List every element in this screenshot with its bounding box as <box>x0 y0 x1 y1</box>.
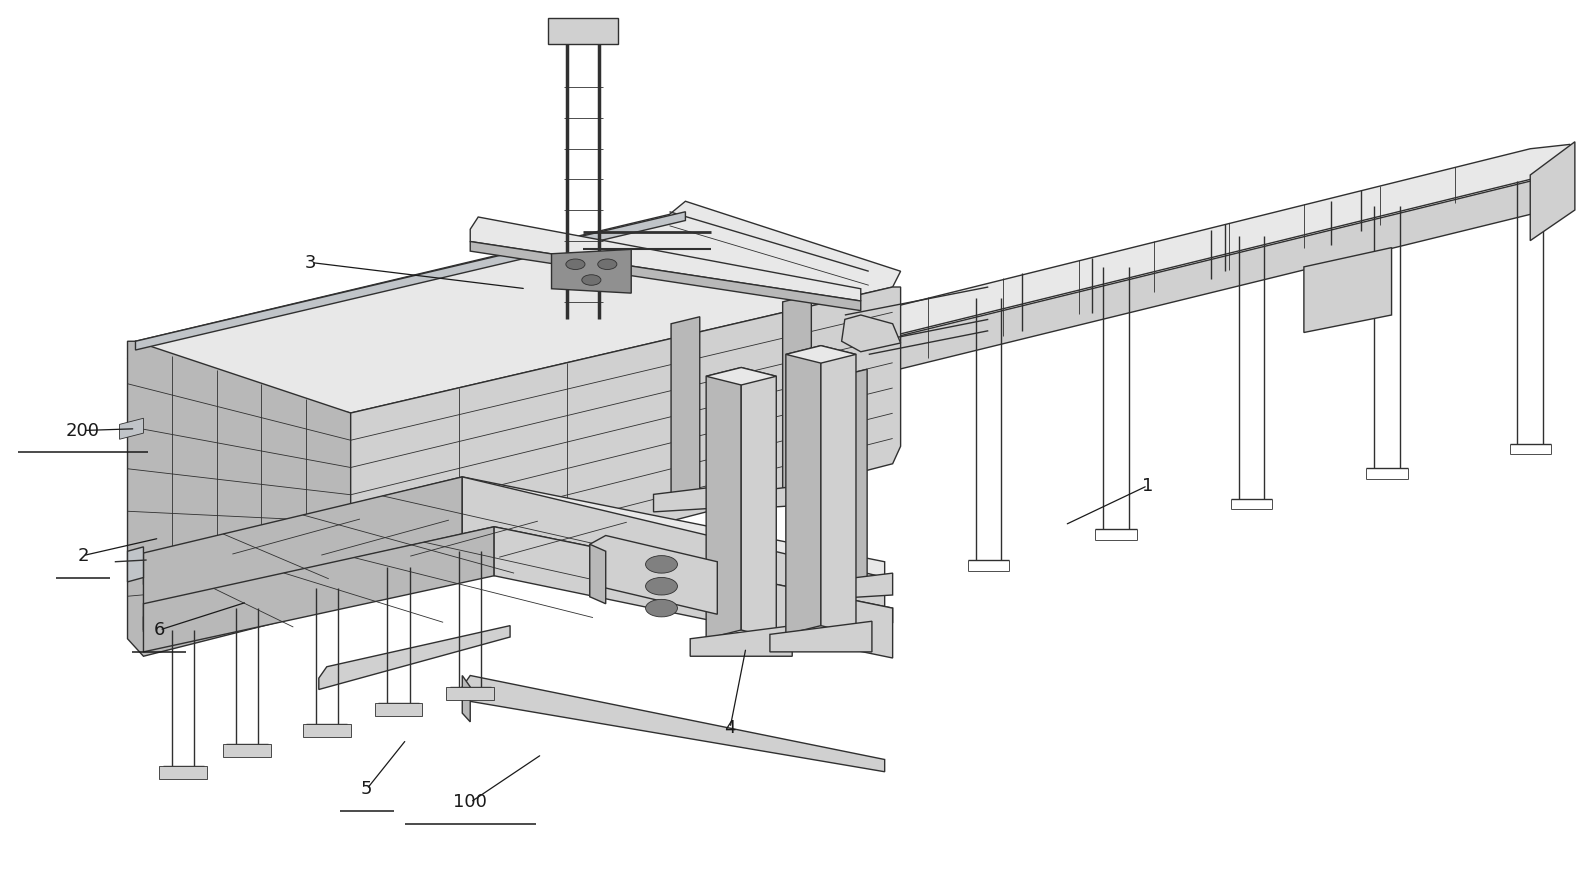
Polygon shape <box>838 369 867 582</box>
Polygon shape <box>770 621 872 652</box>
Polygon shape <box>470 242 861 311</box>
Polygon shape <box>842 315 901 352</box>
Polygon shape <box>223 744 271 757</box>
Polygon shape <box>462 676 470 722</box>
Polygon shape <box>671 317 700 494</box>
Polygon shape <box>548 18 618 44</box>
Polygon shape <box>821 573 893 599</box>
Polygon shape <box>351 287 901 604</box>
Polygon shape <box>128 341 351 656</box>
Polygon shape <box>1304 248 1392 332</box>
Polygon shape <box>741 368 776 639</box>
Circle shape <box>566 259 585 270</box>
Polygon shape <box>143 477 885 584</box>
Circle shape <box>582 275 601 285</box>
Polygon shape <box>303 724 351 737</box>
Polygon shape <box>462 477 885 639</box>
Polygon shape <box>853 177 1570 381</box>
Circle shape <box>646 578 677 595</box>
Polygon shape <box>135 212 685 350</box>
Polygon shape <box>706 368 776 385</box>
Polygon shape <box>128 201 901 413</box>
Polygon shape <box>552 249 631 293</box>
Polygon shape <box>654 486 725 512</box>
Polygon shape <box>821 346 856 634</box>
Text: 2: 2 <box>77 547 89 564</box>
Polygon shape <box>494 527 893 658</box>
Circle shape <box>646 599 677 617</box>
Polygon shape <box>120 418 143 439</box>
Text: 3: 3 <box>304 254 317 271</box>
Text: 4: 4 <box>724 719 736 737</box>
Polygon shape <box>690 626 792 656</box>
Text: 5: 5 <box>360 780 373 798</box>
Text: 100: 100 <box>453 794 488 811</box>
Polygon shape <box>590 544 606 604</box>
Circle shape <box>646 556 677 573</box>
Polygon shape <box>719 388 748 582</box>
Polygon shape <box>701 573 773 599</box>
Polygon shape <box>319 626 510 690</box>
Polygon shape <box>143 527 494 652</box>
Polygon shape <box>470 217 861 301</box>
Polygon shape <box>143 527 893 632</box>
Polygon shape <box>159 766 207 779</box>
Polygon shape <box>783 295 811 490</box>
Polygon shape <box>853 144 1570 346</box>
Text: 1: 1 <box>1141 477 1154 494</box>
Text: 6: 6 <box>153 621 166 639</box>
Polygon shape <box>590 536 717 614</box>
Polygon shape <box>375 703 422 716</box>
Circle shape <box>598 259 617 270</box>
Polygon shape <box>786 346 821 634</box>
Polygon shape <box>765 481 837 508</box>
Polygon shape <box>128 547 143 582</box>
Polygon shape <box>446 687 494 700</box>
Text: 200: 200 <box>65 422 100 439</box>
Polygon shape <box>462 676 885 772</box>
Polygon shape <box>143 477 462 630</box>
Polygon shape <box>706 368 741 639</box>
Polygon shape <box>786 346 856 363</box>
Polygon shape <box>1530 142 1575 241</box>
